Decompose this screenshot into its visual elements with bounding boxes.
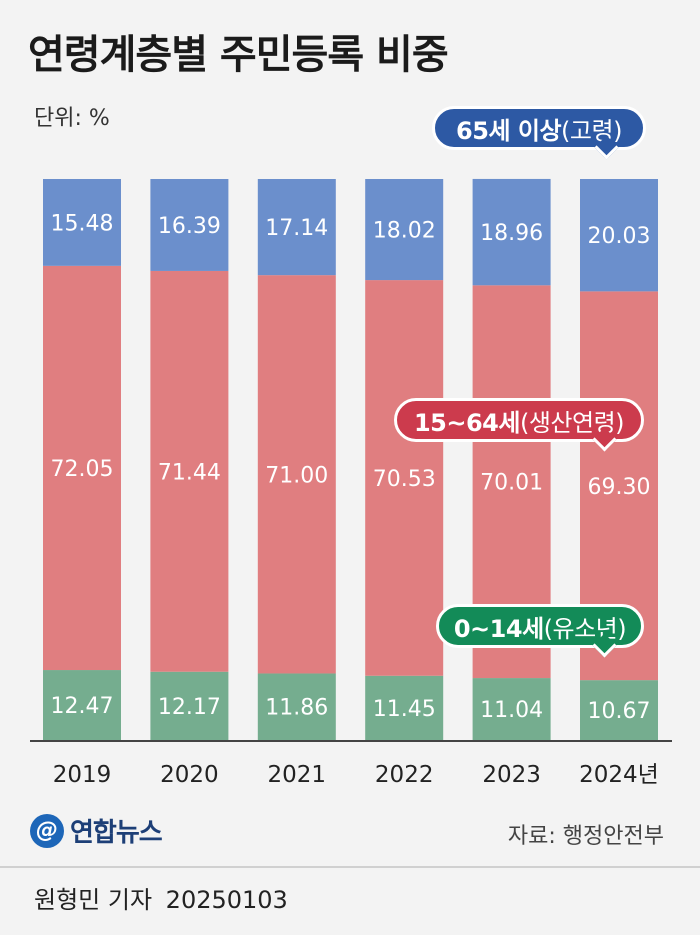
yonhap-logo: @ 연합뉴스 [30, 812, 163, 849]
value-label-0-2: 11.86 [265, 696, 328, 721]
chart-title: 연령계층별 주민등록 비중 [28, 32, 449, 78]
x-tick-label-5: 2024년 [579, 762, 659, 788]
footer-divider [0, 866, 700, 868]
unit-label: 단위: % [34, 106, 110, 131]
value-label-2-0: 15.48 [51, 211, 114, 236]
bar-segment-1-0 [43, 265, 121, 671]
x-tick-label-4: 2023 [482, 762, 541, 788]
x-tick-label-0: 2019 [53, 762, 112, 788]
byline: 원형민 기자 20250103 [34, 880, 288, 915]
value-label-0-4: 11.04 [480, 698, 543, 723]
x-tick-label-3: 2022 [375, 762, 434, 788]
value-label-2-2: 17.14 [265, 216, 328, 241]
value-label-0-3: 11.45 [373, 697, 436, 722]
value-label-1-5: 69.30 [588, 475, 651, 500]
value-label-1-0: 72.05 [51, 457, 114, 482]
bar-segment-2-3 [365, 179, 444, 281]
bar-segment-2-1 [150, 179, 229, 271]
stacked-bar-chart: 12.47 72.05 15.48 2019 12.17 71.44 16.39 2020 11… [30, 178, 672, 788]
source-label: 자료: 행정안전부 [507, 824, 664, 849]
logo-text: 연합뉴스 [70, 818, 163, 848]
callout-working: 15~64세 (생산연령) [394, 398, 644, 452]
callout-working-main: 15~64세 [413, 408, 521, 437]
value-label-1-4: 70.01 [480, 471, 543, 496]
x-tick-label-1: 2020 [160, 762, 219, 788]
callout-elderly-sub: (고령) [561, 116, 622, 145]
byline-author: 원형민 기자 [34, 886, 153, 914]
bar-segment-2-2 [257, 179, 336, 276]
bar-segment-2-0 [43, 179, 121, 266]
callout-youth-main: 0~14세 [453, 614, 544, 643]
callout-elderly-main: 65세 이상 [456, 116, 562, 145]
value-label-0-1: 12.17 [158, 695, 221, 720]
bar-segment-1-1 [150, 270, 229, 672]
yonhap-logo-icon: @ [30, 813, 64, 848]
value-label-0-5: 10.67 [588, 699, 651, 724]
value-label-2-5: 20.03 [588, 224, 651, 249]
callout-youth: 0~14세 (유소년) [436, 604, 644, 658]
bar-segment-1-2 [257, 275, 336, 674]
value-label-1-3: 70.53 [373, 467, 436, 492]
x-tick-label-2: 2021 [268, 762, 327, 788]
value-label-2-4: 18.96 [480, 221, 543, 246]
value-label-2-3: 18.02 [373, 219, 436, 244]
bar-segment-0-4 [472, 678, 551, 740]
bar-segment-0-0 [43, 670, 121, 740]
callout-youth-sub: (유소년) [543, 614, 627, 643]
byline-date: 20250103 [165, 886, 288, 914]
bar-segment-1-3 [365, 280, 444, 676]
value-label-2-1: 16.39 [158, 214, 221, 239]
bar-segment-0-3 [365, 675, 444, 740]
value-label-1-1: 71.44 [158, 460, 221, 485]
value-label-0-0: 12.47 [51, 694, 114, 719]
bar-segment-2-4 [472, 178, 551, 286]
bar-segment-0-2 [257, 673, 336, 740]
bar-segment-0-1 [150, 671, 229, 740]
value-label-1-2: 71.00 [265, 463, 328, 488]
callout-elderly: 65세 이상 (고령) [432, 106, 646, 160]
bar-segment-2-5 [580, 179, 658, 292]
bar-segment-0-5 [580, 680, 658, 740]
